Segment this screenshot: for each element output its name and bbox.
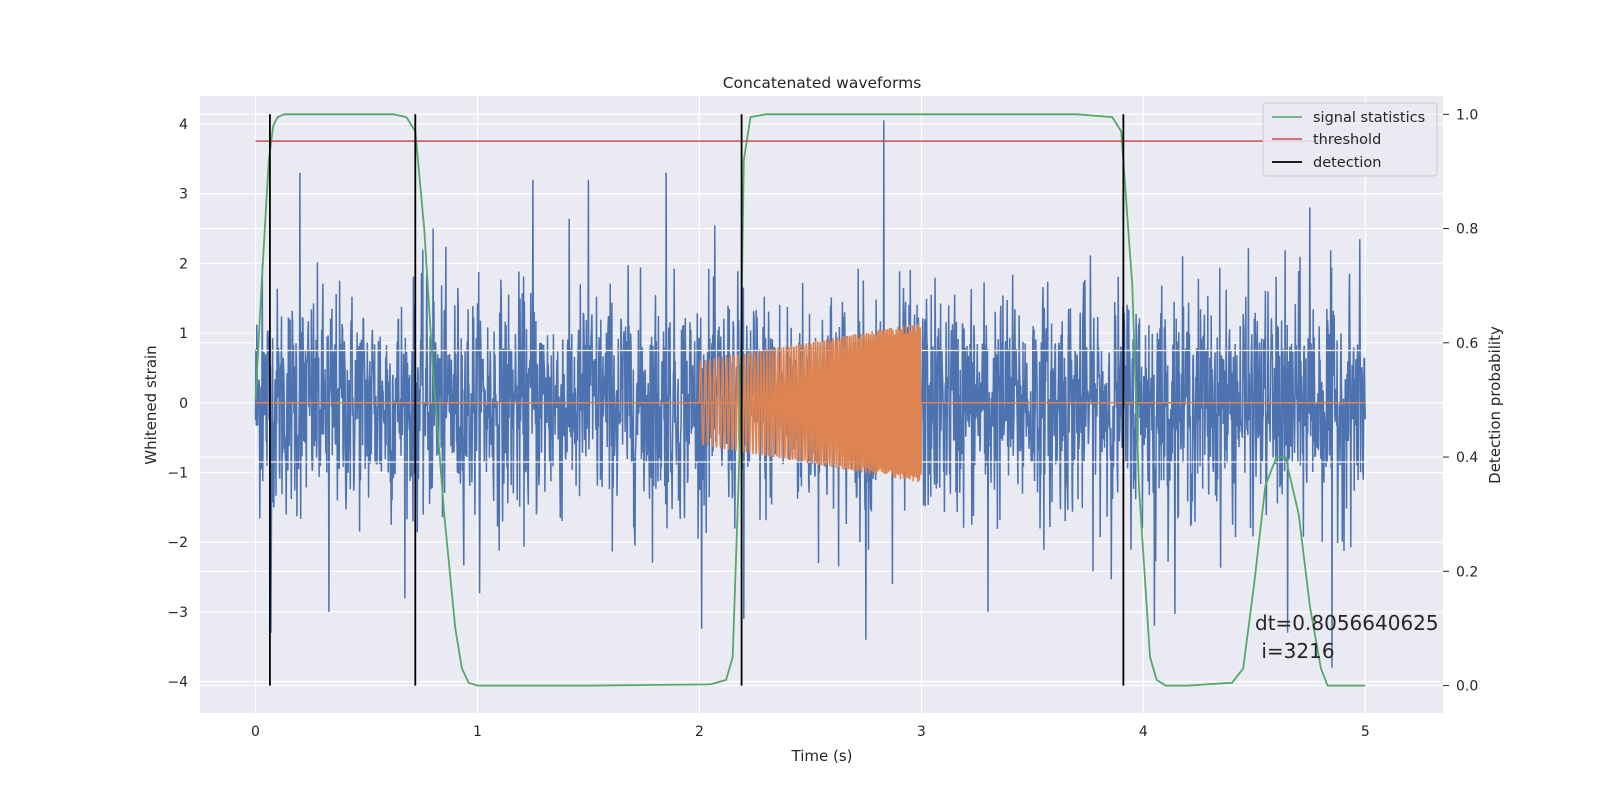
y-tick-label: 3 xyxy=(179,187,188,203)
x-axis-label: Time (s) xyxy=(791,747,853,765)
x-tick-label: 2 xyxy=(695,724,704,740)
signal-statistics-line xyxy=(254,113,1366,687)
x-tick-label: 0 xyxy=(251,724,260,740)
y-tick-label: 2 xyxy=(179,256,188,272)
y-right-tick-label: 1.0 xyxy=(1456,107,1478,123)
y-axis-label: Whitened strain xyxy=(142,345,160,464)
chart-title: Concatenated waveforms xyxy=(723,74,922,92)
annotation-i: i=3216 xyxy=(1255,639,1335,663)
y-axis-right-label: Detection probability xyxy=(1486,326,1504,484)
legend: signal statistics threshold detection xyxy=(1262,102,1438,177)
y-tick-label: 1 xyxy=(179,326,188,342)
legend-box xyxy=(1262,102,1438,177)
y-tick-label: −3 xyxy=(167,605,188,621)
x-axis-ticks: 0 1 2 3 4 5 xyxy=(251,724,1370,740)
x-tick-label: 3 xyxy=(917,724,926,740)
y-tick-label: 4 xyxy=(179,117,188,133)
legend-label-signal-statistics: signal statistics xyxy=(1313,110,1425,126)
x-tick-label: 1 xyxy=(473,724,482,740)
y-right-tick-label: 0.0 xyxy=(1456,679,1478,695)
y-axis-ticks: −4 −3 −2 −1 0 1 2 3 4 xyxy=(167,117,188,691)
legend-label-detection: detection xyxy=(1313,155,1381,171)
legend-label-threshold: threshold xyxy=(1313,132,1381,148)
y-tick-label: −1 xyxy=(167,465,188,481)
y-axis-right-ticks: 0.0 0.2 0.4 0.6 0.8 1.0 xyxy=(1443,107,1478,695)
y-tick-label: 0 xyxy=(179,396,188,412)
y-tick-label: −4 xyxy=(167,675,188,691)
x-tick-label: 4 xyxy=(1139,724,1148,740)
y-right-tick-label: 0.4 xyxy=(1456,450,1478,466)
y-right-tick-label: 0.8 xyxy=(1456,222,1478,238)
y-right-tick-label: 0.6 xyxy=(1456,336,1478,352)
annotation-dt: dt=0.8056640625 xyxy=(1255,611,1439,635)
injection-chirp-series xyxy=(698,323,923,483)
y-tick-label: −2 xyxy=(167,535,188,551)
x-tick-label: 5 xyxy=(1361,724,1370,740)
y-right-tick-label: 0.2 xyxy=(1456,564,1478,580)
